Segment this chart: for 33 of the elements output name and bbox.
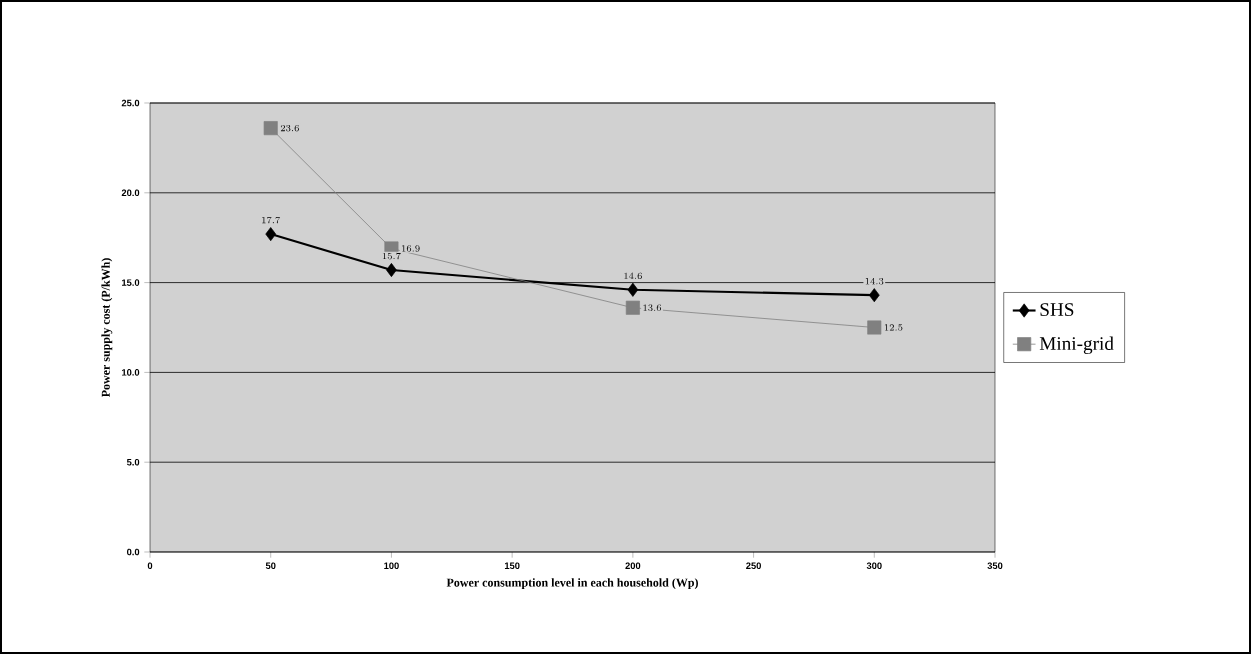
y-tick-label: 20.0 [121, 189, 140, 197]
data-label: 23 . 6 [280, 124, 299, 132]
data-label: 17. 7 [262, 216, 281, 224]
y-tick-label: 15.0 [122, 279, 140, 286]
x-tick-label: 350 [987, 562, 1003, 570]
point [263, 121, 278, 136]
x-tick-label: 200 [625, 562, 641, 569]
data-label: 14. 3 [865, 277, 884, 285]
data-label: 16 . 9 [402, 245, 420, 252]
data-label: 14. 6 [624, 272, 642, 280]
point [627, 282, 639, 297]
data-label: 15 . 7 [382, 252, 401, 260]
x-tick-label: 100 [384, 562, 399, 569]
x-axis-title: Power consumption level in each household (Wp) [446, 578, 698, 590]
data-label: 12 . 5 [884, 324, 903, 331]
x-tick-label: 300 [866, 562, 882, 570]
point [265, 227, 277, 242]
x-tick-label: 150 [504, 562, 520, 569]
y-tick-label: 10.0 [122, 369, 140, 376]
point [625, 300, 640, 315]
x-tick-label: 250 [746, 562, 761, 569]
legend-label: Mini-grid [1039, 336, 1114, 354]
x-tick-label: 0 [147, 562, 153, 569]
x-tick-label: 50 [265, 562, 276, 569]
y-axis-title: Power supply cost (P/kWh) [101, 258, 113, 398]
data-label: 13 . 6 [643, 304, 662, 311]
y-tick-label: 25.0 [121, 99, 140, 107]
legend-label: SHS [1040, 303, 1074, 317]
point [386, 263, 397, 278]
point [867, 320, 882, 335]
y-tick-label: 0.0 [127, 548, 140, 556]
y-tick-label: 5.0 [126, 458, 140, 466]
point [868, 288, 880, 303]
